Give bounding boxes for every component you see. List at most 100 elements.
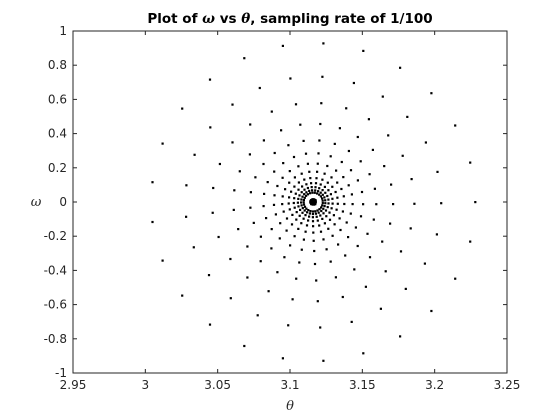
data-point	[315, 279, 318, 282]
data-point	[262, 205, 265, 208]
data-point	[316, 219, 319, 222]
data-point	[326, 206, 329, 209]
data-point	[285, 229, 288, 232]
y-tick-label: 0.2	[48, 161, 67, 175]
data-point	[364, 285, 367, 288]
y-axis: -1 -0.8 -0.6 -0.4 -0.2 0 0.2 0.4 0.6 0.8 1	[44, 24, 507, 380]
data-point	[435, 233, 438, 236]
data-point	[304, 230, 307, 233]
data-point	[259, 260, 262, 263]
data-point	[302, 217, 305, 220]
data-point	[342, 176, 345, 179]
data-point	[305, 207, 308, 210]
data-point	[285, 217, 289, 220]
data-point	[350, 193, 353, 196]
data-point	[319, 326, 322, 329]
data-points	[151, 42, 477, 362]
data-point	[321, 204, 324, 207]
data-point	[334, 276, 337, 279]
data-point	[311, 210, 314, 213]
data-point	[381, 240, 384, 243]
data-point	[313, 262, 317, 266]
data-point	[294, 103, 298, 106]
data-point	[302, 139, 305, 142]
data-point	[314, 210, 317, 213]
x-axis: 2.95 3 3.05 3.1 3.15 3.2 3.25	[60, 31, 520, 392]
data-point	[323, 205, 326, 208]
data-point	[329, 155, 332, 158]
data-point	[270, 110, 273, 113]
data-point	[290, 223, 294, 226]
data-point	[305, 224, 309, 227]
data-point	[249, 123, 252, 126]
data-point	[281, 176, 284, 179]
data-point	[270, 247, 273, 250]
data-point	[181, 107, 184, 110]
x-tick-label: 3.1	[280, 378, 299, 392]
data-point	[281, 203, 284, 206]
data-point	[301, 211, 304, 214]
data-point	[305, 191, 308, 194]
plot-area-frame	[72, 30, 508, 374]
data-point	[308, 212, 311, 215]
data-point	[299, 123, 302, 126]
data-point	[321, 197, 324, 200]
data-point	[318, 187, 321, 190]
data-point	[383, 165, 386, 168]
data-point	[387, 134, 390, 137]
data-point	[292, 201, 295, 205]
data-point	[303, 193, 306, 196]
data-point	[310, 186, 313, 189]
data-point	[409, 227, 412, 230]
data-point	[343, 202, 346, 206]
data-point	[278, 237, 281, 240]
data-point	[318, 193, 321, 196]
data-point	[313, 191, 316, 194]
data-point	[304, 214, 307, 217]
data-point	[315, 215, 318, 218]
data-point	[307, 219, 310, 222]
data-point	[252, 221, 255, 224]
data-point	[327, 202, 330, 205]
data-point	[368, 256, 372, 259]
data-point	[243, 57, 246, 60]
data-point	[331, 197, 334, 200]
data-point	[327, 198, 330, 201]
data-point	[356, 179, 359, 182]
data-point	[320, 209, 323, 213]
data-point	[288, 208, 291, 211]
data-point	[328, 218, 332, 221]
data-point	[300, 191, 303, 194]
data-point	[312, 239, 315, 242]
data-point	[314, 182, 318, 185]
data-point	[319, 183, 322, 186]
data-point	[319, 191, 322, 194]
data-point	[320, 102, 323, 105]
data-point	[281, 357, 284, 360]
data-point	[321, 202, 324, 205]
data-point	[273, 151, 276, 155]
data-point	[259, 235, 262, 238]
data-point	[350, 320, 353, 323]
data-point	[267, 290, 270, 293]
data-point	[305, 194, 308, 197]
data-point	[151, 181, 154, 184]
data-point	[324, 209, 328, 212]
data-point	[423, 262, 426, 265]
data-point	[309, 210, 312, 213]
data-point	[297, 197, 300, 200]
data-point	[273, 170, 276, 173]
data-point	[248, 153, 251, 156]
data-point	[353, 268, 356, 271]
data-point	[367, 118, 370, 121]
data-point	[319, 195, 322, 198]
data-point	[312, 225, 315, 228]
data-point	[321, 217, 324, 220]
data-point	[305, 183, 308, 186]
data-point	[323, 196, 326, 199]
data-point	[372, 218, 375, 221]
data-point	[185, 215, 188, 218]
data-point	[291, 298, 294, 301]
data-point	[310, 182, 313, 185]
